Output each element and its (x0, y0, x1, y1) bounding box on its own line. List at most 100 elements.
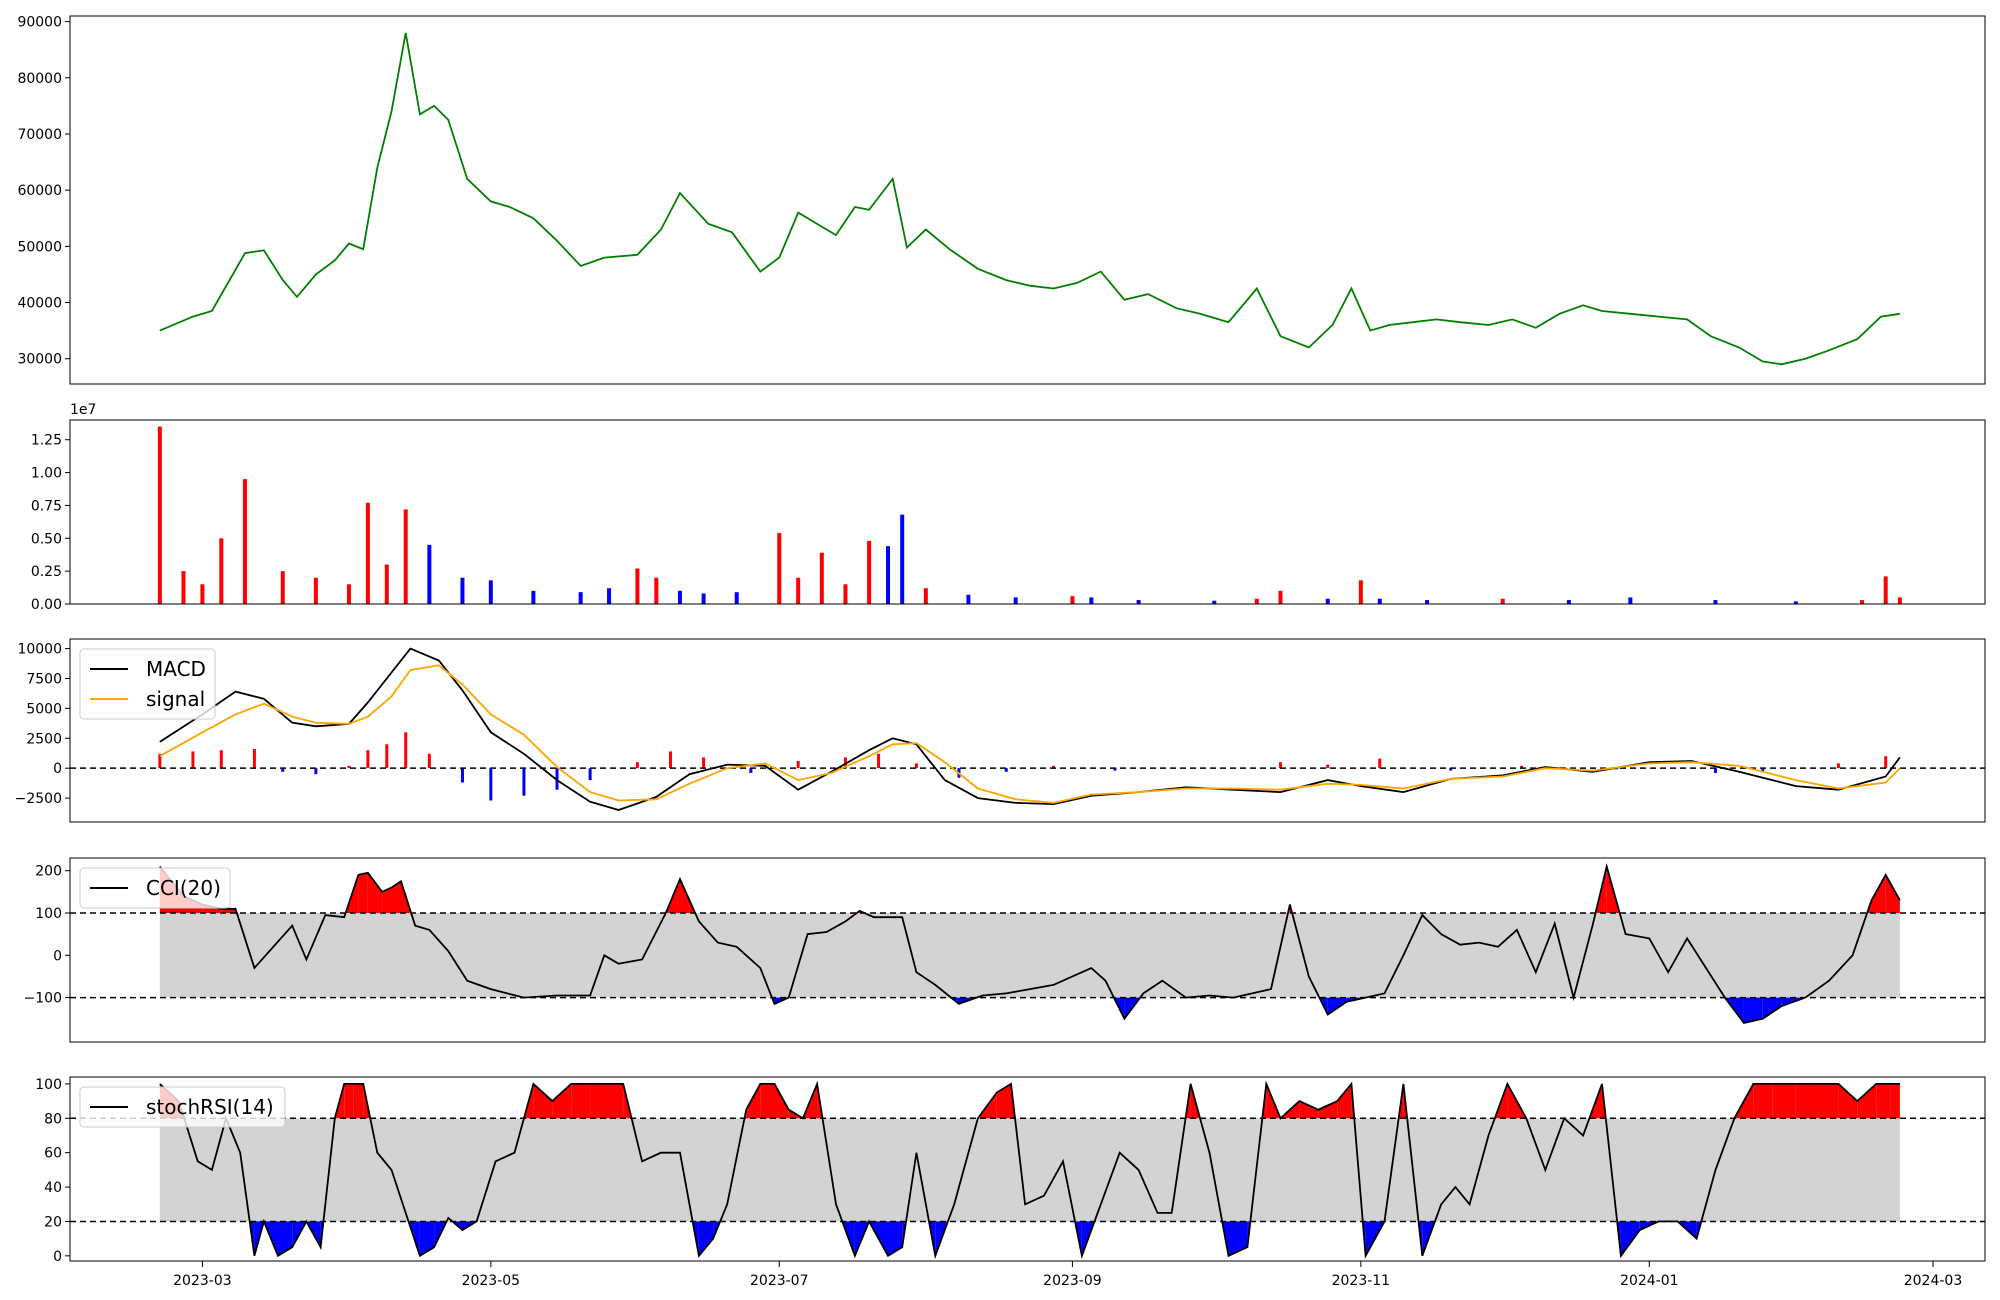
volume-bar (923, 588, 928, 604)
volume-bar (1358, 580, 1363, 604)
overbought-fill (344, 1083, 354, 1119)
cci-panel: CCI(20) −100 0 100 200 (24, 857, 1986, 1043)
volume-bar (403, 509, 408, 604)
legend-label: MACD (146, 657, 206, 681)
volume-bar (1566, 600, 1571, 604)
volume-bar (427, 544, 432, 604)
macd-histogram-bar (914, 763, 918, 769)
legend-box (79, 867, 231, 909)
overbought-fill (1795, 1083, 1820, 1119)
volume-bar (280, 571, 285, 604)
volume-bar (1278, 590, 1283, 604)
overbought-fill (1299, 1101, 1319, 1119)
y-tick-label: 0 (53, 948, 62, 964)
y-tick-label: 0.00 (31, 597, 62, 613)
macd-histogram-bar (635, 762, 639, 769)
macd-histogram-bar (1052, 765, 1056, 769)
oversold-fill (1743, 997, 1763, 1023)
y-tick-label: 0 (53, 1249, 62, 1265)
macd-histogram-bar (1713, 768, 1717, 773)
y-tick-label: 2500 (26, 731, 62, 747)
volume-bar (1500, 598, 1505, 604)
overbought-fill (552, 1083, 572, 1119)
overbought-fill (391, 881, 401, 913)
volume-scale-label: 1e7 (70, 402, 96, 418)
y-tick-label: 100 (35, 1077, 62, 1093)
x-tick-label: 2023-09 (1043, 1273, 1102, 1289)
macd-panel: −2500 0 2500 5000 7500 10000 MACD signal (15, 638, 1986, 823)
overbought-fill (746, 1083, 761, 1119)
x-tick-label: 2023-07 (750, 1273, 809, 1289)
legend-label: stochRSI(14) (146, 1095, 274, 1119)
y-tick-label: −2500 (15, 791, 62, 807)
oversold-fill (1620, 1221, 1640, 1256)
volume-bar (313, 577, 318, 604)
overbought-fill (1857, 1083, 1877, 1119)
macd-histogram-bar (460, 768, 464, 783)
overbought-fill (221, 908, 236, 913)
y-tick-label: 0 (53, 761, 62, 777)
macd-histogram-bar (385, 744, 389, 769)
volume-bar (1628, 597, 1633, 604)
volume-bar (734, 592, 739, 604)
overbought-fill (774, 1083, 789, 1119)
volume-bar (1377, 598, 1382, 604)
macd-histogram-bar (796, 761, 800, 769)
volume-bar (966, 594, 971, 604)
y-tick-label: 60000 (17, 183, 62, 199)
y-tick-label: 30000 (17, 352, 62, 368)
oversold-fill (1228, 1221, 1248, 1256)
overbought-fill (1890, 1083, 1900, 1119)
y-tick-label: 20 (44, 1214, 62, 1230)
macd-histogram-bar (555, 768, 559, 790)
x-axis: 2023-03 2023-05 2023-07 2023-09 2023-11 2024-… (173, 1261, 1962, 1289)
y-tick-label: 7500 (26, 671, 62, 687)
overbought-fill (1318, 1101, 1338, 1119)
macd-histogram-bar (588, 768, 592, 781)
overbought-fill (760, 1083, 775, 1119)
volume-bar (654, 577, 659, 604)
price-panel: 30000 40000 50000 60000 70000 80000 90000 (17, 15, 1986, 385)
legend-box (79, 648, 216, 720)
macd-histogram-bar (191, 751, 195, 769)
volume-bar (1212, 600, 1217, 604)
y-tick-label: 80 (44, 1111, 62, 1127)
signal-line (159, 664, 1901, 804)
macd-histogram-bar (314, 768, 318, 775)
y-tick-label: 50000 (17, 239, 62, 255)
macd-histogram-bar (281, 768, 285, 772)
y-tick-label: 70000 (17, 127, 62, 143)
macd-histogram-bar (749, 768, 753, 773)
volume-bar (1713, 600, 1718, 604)
volume-bar (701, 593, 706, 604)
y-tick-label: 200 (35, 864, 62, 880)
volume-bar (1897, 597, 1902, 604)
oversold-fill (888, 1221, 903, 1256)
y-tick-label: 40000 (17, 296, 62, 312)
volume-bar (607, 588, 612, 604)
volume-bar (1325, 598, 1330, 604)
volume-bar (819, 552, 824, 604)
y-tick-label: 5000 (26, 701, 62, 717)
volume-panel: 0.00 0.25 0.50 0.75 1.00 1.25 1e7 (31, 402, 1986, 613)
y-tick-label: 0.50 (31, 531, 62, 547)
macd-histogram-bar (877, 753, 881, 769)
volume-bar (1254, 598, 1259, 604)
volume-bar (1136, 600, 1141, 604)
overbought-fill (353, 1083, 364, 1119)
overbought-fill (533, 1083, 553, 1119)
overbought-fill (590, 1083, 609, 1119)
volume-bar (384, 564, 389, 604)
overbought-fill (1819, 1083, 1839, 1119)
overbought-fill (367, 872, 383, 913)
oversold-fill (278, 1221, 293, 1256)
macd-histogram-bar (1449, 768, 1453, 771)
overbought-fill (1885, 874, 1900, 913)
volume-bar (346, 584, 351, 604)
plot-frame (69, 15, 1986, 385)
volume-bar (677, 590, 682, 604)
x-tick-label: 2023-05 (462, 1273, 521, 1289)
plot-frame (69, 1076, 1986, 1262)
macd-histogram-bar (1378, 758, 1382, 769)
